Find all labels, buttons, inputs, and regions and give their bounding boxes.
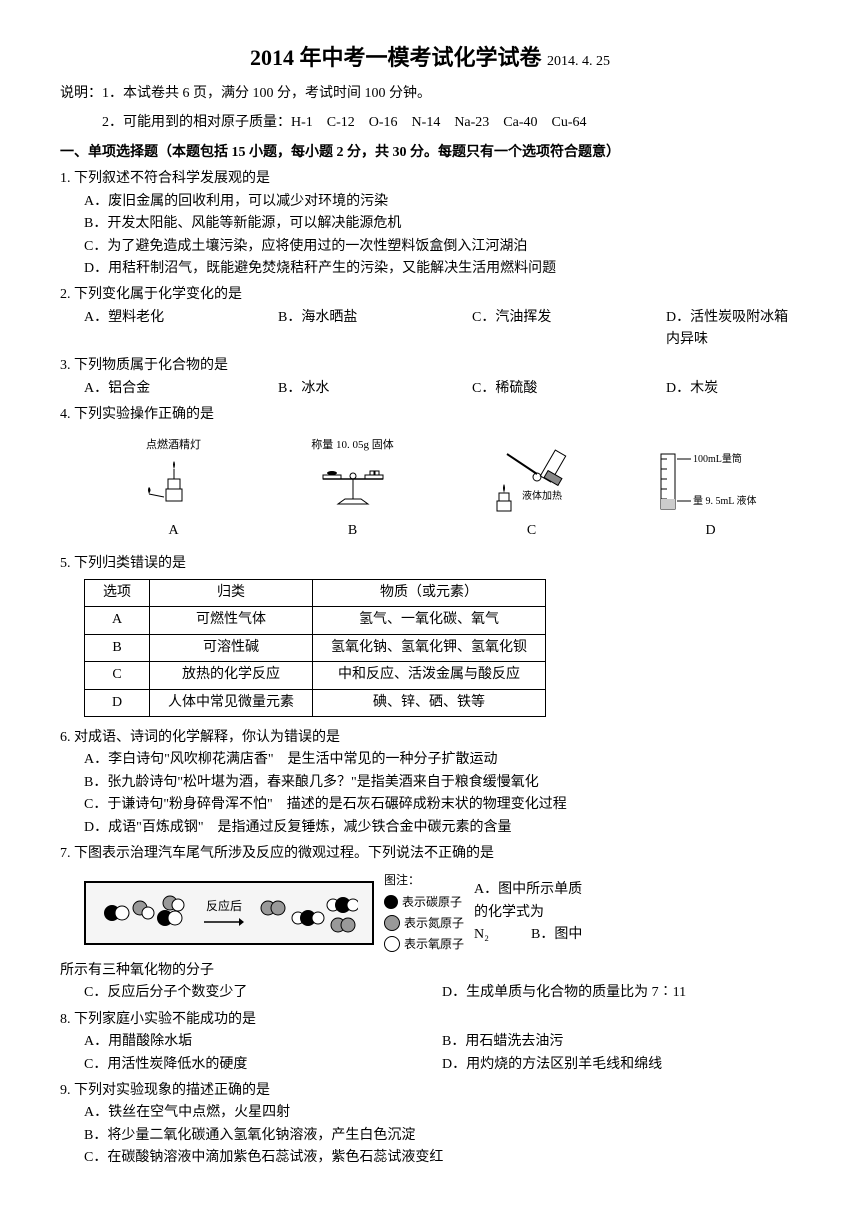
q8-opt-d: D．用灼烧的方法区别羊毛线和绵线: [442, 1054, 662, 1076]
q9-stem: 9. 下列对实验现象的描述正确的是: [60, 1080, 800, 1102]
q6-opt-d: D．成语"百炼成钢" 是指通过反复锤炼，减少铁合金中碳元素的含量: [60, 817, 800, 839]
q3-opt-d: D．木炭: [666, 378, 800, 400]
q7-stem: 7. 下图表示治理汽车尾气所涉及反应的微观过程。下列说法不正确的是: [60, 843, 800, 865]
q7-legend: 图注： 表示碳原子 表示氮原子 表示氧原子: [384, 871, 464, 954]
q3-opt-b: B．冰水: [278, 378, 412, 400]
table-row: D人体中常见微量元素碘、锌、硒、铁等: [85, 689, 546, 716]
nitrogen-atom-icon: [384, 915, 400, 931]
question-5: 5. 下列归类错误的是 选项 归类 物质（或元素） A可燃性气体氢气、一氧化碳、…: [60, 553, 800, 717]
q7-cont: 所示有三种氧化物的分子: [60, 960, 800, 982]
q9-opt-b: B．将少量二氧化碳通入氢氧化钠溶液，产生白色沉淀: [60, 1125, 800, 1147]
q6-opt-a: A．李白诗句"风吹柳花满店香" 是生活中常见的一种分子扩散运动: [60, 749, 800, 771]
q2-opt-b: B．海水晒盐: [278, 307, 412, 352]
q1-opt-c: C．为了避免造成土壤污染，应将使用过的一次性塑料饭盒倒入江河湖泊: [60, 236, 800, 258]
q6-opt-b: B．张九龄诗句"松叶堪为酒，春来酿几多？"是指美酒来自于粮食缓慢氧化: [60, 772, 800, 794]
table-row: C放热的化学反应中和反应、活泼金属与酸反应: [85, 662, 546, 689]
question-8: 8. 下列家庭小实验不能成功的是 A．用醋酸除水垢 B．用石蜡洗去油污 C．用活…: [60, 1009, 800, 1076]
q3-opt-a: A．铝合金: [84, 378, 218, 400]
oxygen-atom-icon: [384, 936, 400, 952]
q4-fig-a: 点燃酒精灯 A: [84, 437, 263, 543]
q7-right-text: A．图中所示单质 的化学式为 N₂ B．图中: [474, 879, 582, 946]
question-1: 1. 下列叙述不符合科学发展观的是 A．废旧金属的回收利用，可以减少对环境的污染…: [60, 168, 800, 280]
q2-stem: 2. 下列变化属于化学变化的是: [60, 284, 800, 306]
q1-opt-d: D．用秸秆制沼气，既能避免焚烧秸秆产生的污染，又能解决生活用燃料问题: [60, 258, 800, 280]
question-2: 2. 下列变化属于化学变化的是 A．塑料老化 B．海水晒盐 C．汽油挥发 D．活…: [60, 284, 800, 351]
q1-stem: 1. 下列叙述不符合科学发展观的是: [60, 168, 800, 190]
q2-opt-a: A．塑料老化: [84, 307, 218, 352]
q7-opt-d: D．生成单质与化合物的质量比为 7∶11: [442, 982, 686, 1004]
q3-stem: 3. 下列物质属于化合物的是: [60, 355, 800, 377]
q2-opt-c: C．汽油挥发: [472, 307, 606, 352]
q8-opt-c: C．用活性炭降低水的硬度: [84, 1054, 442, 1076]
q9-opt-c: C．在碳酸钠溶液中滴加紫色石蕊试液，紫色石蕊试液变红: [60, 1147, 800, 1169]
instruction-1: 说明：1．本试卷共 6 页，满分 100 分，考试时间 100 分钟。: [60, 83, 800, 105]
question-6: 6. 对成语、诗词的化学解释，你认为错误的是 A．李白诗句"风吹柳花满店香" 是…: [60, 727, 800, 839]
q4-fig-d: 100mL量筒 量 9. 5mL 液体 D: [621, 454, 800, 542]
svg-text:100mL量筒: 100mL量筒: [693, 452, 742, 465]
carbon-atom-icon: [384, 895, 398, 909]
question-9: 9. 下列对实验现象的描述正确的是 A．铁丝在空气中点燃，火星四射 B．将少量二…: [60, 1080, 800, 1170]
question-3: 3. 下列物质属于化合物的是 A．铝合金 B．冰水 C．稀硫酸 D．木炭: [60, 355, 800, 400]
q2-opt-d: D．活性炭吸附冰箱内异味: [666, 307, 800, 352]
svg-text:量 9. 5mL 液体: 量 9. 5mL 液体: [693, 494, 757, 507]
q8-opt-b: B．用石蜡洗去油污: [442, 1031, 563, 1053]
page-title: 2014 年中考一模考试化学试卷 2014. 4. 25: [60, 40, 800, 75]
table-row: B可溶性碱氢氧化钠、氢氧化钾、氢氧化钡: [85, 634, 546, 661]
q1-opt-b: B．开发太阳能、风能等新能源，可以解决能源危机: [60, 213, 800, 235]
q5-stem: 5. 下列归类错误的是: [60, 553, 800, 575]
q1-opt-a: A．废旧金属的回收利用，可以减少对环境的污染: [60, 191, 800, 213]
q8-opt-a: A．用醋酸除水垢: [84, 1031, 442, 1053]
q6-stem: 6. 对成语、诗词的化学解释，你认为错误的是: [60, 727, 800, 749]
q5-th-1: 归类: [150, 580, 313, 607]
q3-opt-c: C．稀硫酸: [472, 378, 606, 400]
table-row: A可燃性气体氢气、一氧化碳、氧气: [85, 607, 546, 634]
q8-stem: 8. 下列家庭小实验不能成功的是: [60, 1009, 800, 1031]
q4-fig-b: 称量 10. 05g 固体 B: [263, 437, 442, 543]
q4-fig-c: 液体加热 C: [442, 454, 621, 542]
section-1-header: 一、单项选择题（本题包括 15 小题，每小题 2 分，共 30 分。每题只有一个…: [60, 142, 800, 164]
q5-table: 选项 归类 物质（或元素） A可燃性气体氢气、一氧化碳、氧气 B可溶性碱氢氧化钠…: [84, 579, 546, 717]
q7-figure: 反应后 图注： 表示碳原子 表示氮原子 表示氧原子: [84, 871, 464, 954]
question-4: 4. 下列实验操作正确的是 点燃酒精灯 A 称量 10. 05g 固体: [60, 404, 800, 542]
q5-th-0: 选项: [85, 580, 150, 607]
instruction-2: 2．可能用到的相对原子质量：H-1 C-12 O-16 N-14 Na-23 C…: [60, 112, 800, 134]
q5-th-2: 物质（或元素）: [313, 580, 546, 607]
q4-stem: 4. 下列实验操作正确的是: [60, 404, 800, 426]
q7-opt-c: C．反应后分子个数变少了: [84, 982, 442, 1004]
q6-opt-c: C．于谦诗句"粉身碎骨浑不怕" 描述的是石灰石碾碎成粉末状的物理变化过程: [60, 794, 800, 816]
q9-opt-a: A．铁丝在空气中点燃，火星四射: [60, 1102, 800, 1124]
q4-c-caption: 液体加热: [522, 489, 562, 502]
question-7: 7. 下图表示治理汽车尾气所涉及反应的微观过程。下列说法不正确的是 反应后: [60, 843, 800, 1005]
